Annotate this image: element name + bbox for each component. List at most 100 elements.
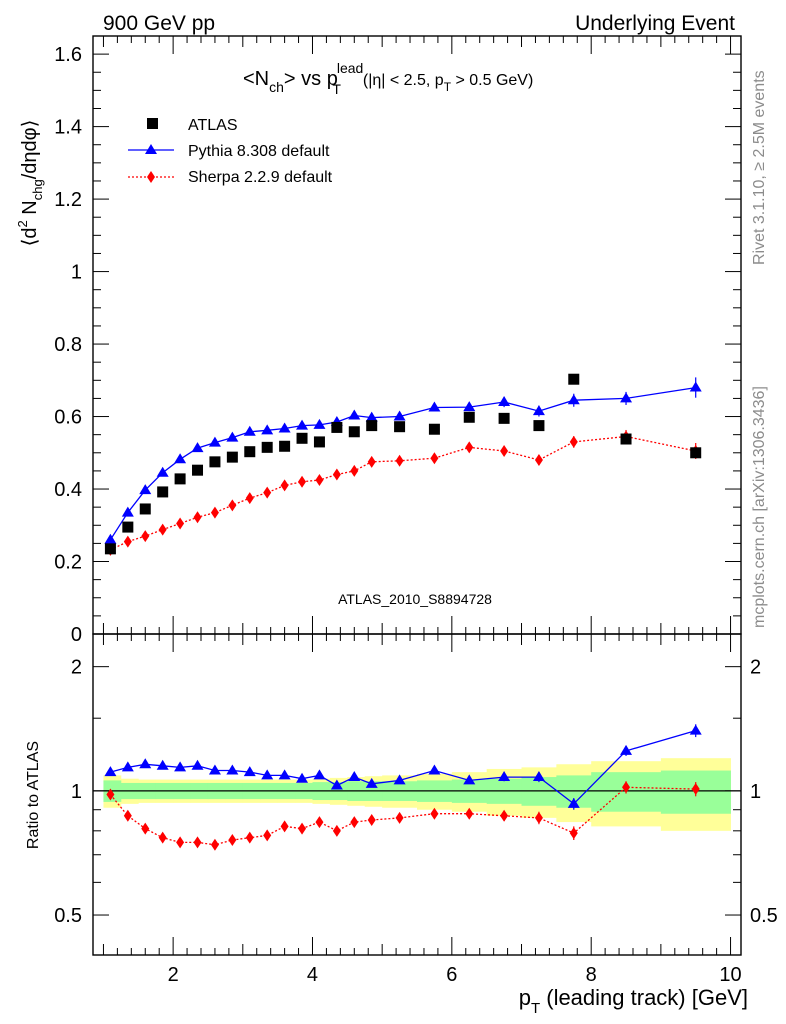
ratio-sherpa-line: [109, 786, 696, 846]
ratio-sherpa-point: [430, 807, 439, 820]
ratio-pythia-point: [463, 774, 476, 785]
main-pythia-point: [226, 431, 239, 442]
ratio-y-tick-label: 1: [71, 781, 82, 803]
ratio-sherpa-point: [245, 831, 254, 844]
main-pythia-point: [567, 394, 580, 405]
ratio-pythia-point: [191, 759, 204, 770]
legend-atlas-marker: [147, 118, 158, 129]
ratio-sherpa-point: [280, 820, 289, 833]
ratio-pythia-point: [208, 764, 221, 775]
main-y-tick-label: 1: [71, 262, 82, 284]
ratio-sherpa-point: [106, 788, 115, 801]
main-y-tick-label: 0.8: [54, 334, 82, 356]
main-sherpa-point: [193, 511, 202, 524]
main-atlas-point: [104, 543, 116, 555]
main-sherpa-point: [228, 499, 237, 512]
main-atlas-point: [139, 503, 151, 515]
ratio-sherpa-point: [500, 809, 509, 822]
main-pythia-point: [156, 466, 169, 477]
ratio-pythia-point: [226, 764, 239, 775]
ratio-sherpa-point: [622, 781, 631, 794]
ratio-sherpa-point: [141, 822, 150, 835]
ratio-pythia-point: [313, 769, 326, 780]
ratio-pythia-point: [393, 774, 406, 785]
ratio-y-tick-label: 0.5: [54, 905, 82, 927]
main-atlas-point: [209, 456, 221, 468]
main-sherpa-point: [245, 492, 254, 505]
ratio-sherpa-point: [691, 783, 700, 796]
main-atlas-point: [331, 421, 343, 433]
x-tick-label: 2: [168, 964, 179, 986]
analysis-watermark: ATLAS_2010_S8894728: [338, 591, 492, 607]
ratio-sherpa-point: [569, 827, 578, 840]
main-y-tick-label: 1.4: [54, 117, 82, 139]
ratio-pythia-point: [278, 769, 291, 780]
main-pythia-point: [428, 401, 441, 412]
main-sherpa-point: [395, 454, 404, 467]
main-pythia-point: [498, 396, 511, 407]
ratio-pythia-point: [428, 764, 441, 775]
main-pythia-point: [139, 484, 152, 495]
main-y-tick-label: 0.4: [54, 479, 82, 501]
main-y-tick-label: 0.6: [54, 407, 82, 429]
main-sherpa-point: [534, 454, 543, 467]
main-atlas-point: [428, 423, 440, 435]
main-pythia-point: [104, 533, 117, 544]
main-atlas-point: [279, 440, 291, 452]
main-y-tick-label: 1.2: [54, 189, 82, 211]
main-sherpa-point: [315, 473, 324, 486]
legend-atlas-label: ATLAS: [188, 117, 238, 134]
main-sherpa-point: [263, 486, 272, 499]
main-sherpa-point: [367, 455, 376, 468]
main-sherpa-point: [569, 435, 578, 448]
ratio-sherpa-point: [158, 831, 167, 844]
ratio-sherpa-point: [228, 834, 237, 847]
ratio-pythia-point: [620, 744, 633, 755]
ratio-y-tick-label-right: 2: [750, 657, 761, 679]
ratio-sherpa-point: [332, 824, 341, 837]
main-atlas-point: [568, 373, 580, 385]
x-tick-label: 4: [307, 964, 318, 986]
ratio-sherpa-point: [534, 811, 543, 824]
main-pythia-point: [278, 422, 291, 433]
main-sherpa-point: [123, 535, 132, 548]
ratio-pythia-point: [243, 766, 256, 777]
ratio-pythia-point: [296, 772, 309, 783]
main-atlas-point: [498, 412, 510, 424]
legend-sherpa-marker: [147, 171, 155, 183]
main-pythia-point: [348, 409, 361, 420]
legend-entry-atlas: ATLAS: [147, 117, 238, 134]
main-atlas-point: [394, 421, 406, 433]
main-atlas-point: [174, 473, 186, 485]
main-atlas-point: [244, 446, 256, 458]
ratio-y-axis-label: Ratio to ATLAS: [25, 741, 42, 849]
x-tick-label: 6: [446, 964, 457, 986]
main-sherpa-point: [158, 523, 167, 536]
main-pythia-point: [463, 401, 476, 412]
main-atlas-point: [261, 441, 273, 453]
main-atlas-point: [313, 436, 325, 448]
main-atlas-point: [157, 486, 169, 498]
main-pythia-point: [208, 436, 221, 447]
ratio-pythia-point: [156, 759, 169, 770]
ratio-pythia-point: [532, 771, 545, 782]
ratio-y-tick-label: 2: [71, 657, 82, 679]
side-label-rivet: Rivet 3.1.10, ≥ 2.5M events: [751, 70, 768, 265]
ratio-pythia-point: [365, 777, 378, 788]
main-sherpa-point: [465, 441, 474, 454]
ratio-sherpa-point: [315, 816, 324, 829]
legend-sherpa-label: Sherpa 2.2.9 default: [188, 169, 333, 186]
ratio-sherpa-point: [176, 836, 185, 849]
ratio-pythia-point: [104, 766, 117, 777]
main-pythia-point: [365, 411, 378, 422]
main-atlas-point: [226, 451, 238, 463]
ratio-pythia-point: [139, 758, 152, 769]
ratio-pythia-point: [261, 769, 274, 780]
legend-entry-sherpa: Sherpa 2.2.9 default: [128, 169, 333, 186]
ratio-pythia-point: [567, 797, 580, 808]
main-y-tick-label: 1.6: [54, 44, 82, 66]
x-axis-label: pT (leading track) [GeV]: [519, 985, 748, 1017]
ratio-y-tick-label-right: 1: [750, 781, 761, 803]
ratio-sherpa-point: [123, 809, 132, 822]
